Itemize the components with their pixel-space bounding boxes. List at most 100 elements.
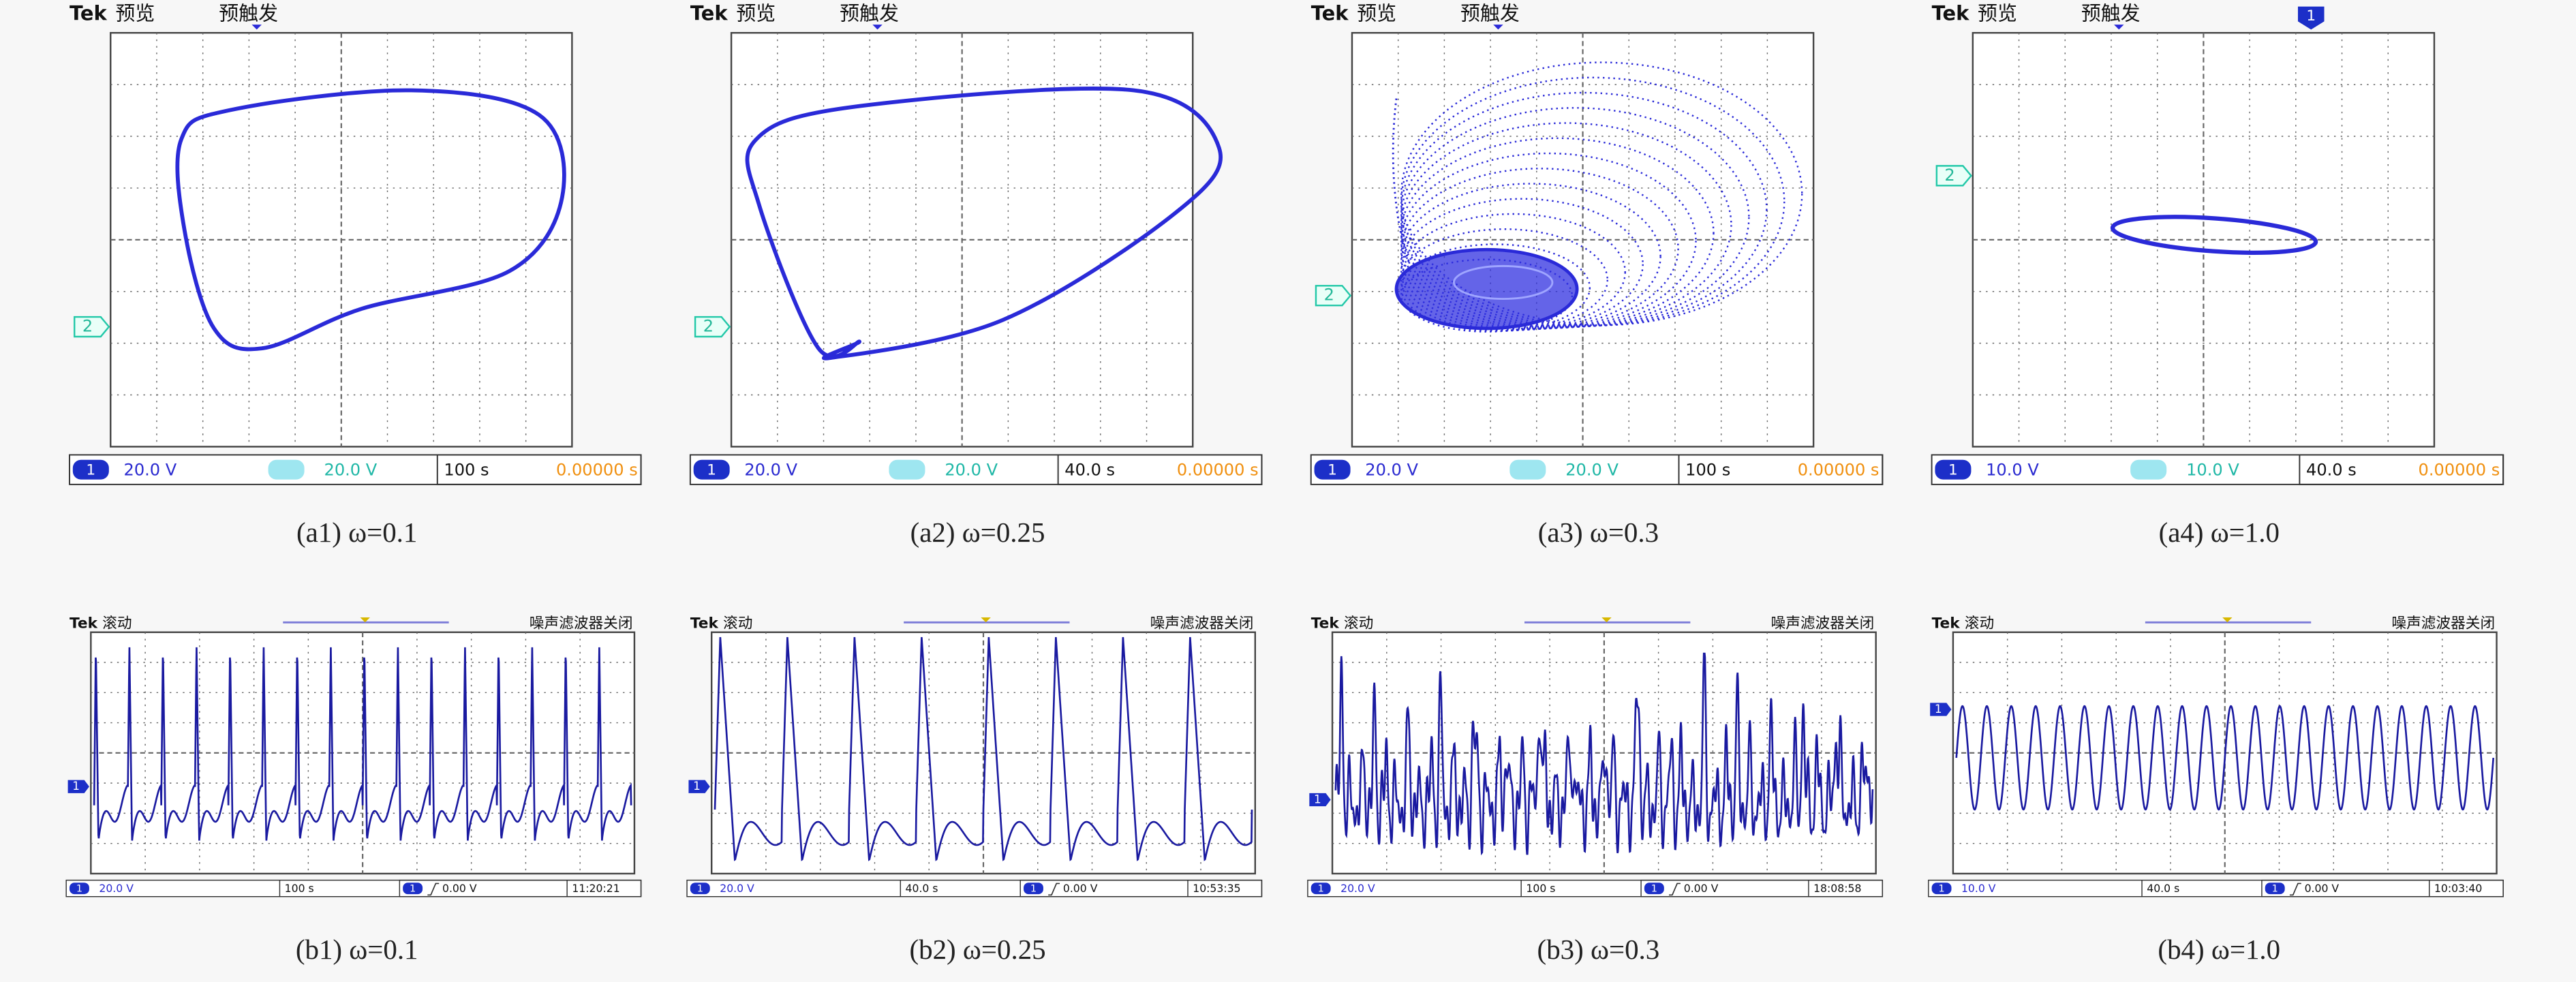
slope-icon bbox=[1669, 883, 1681, 896]
trigger: 预触发 bbox=[219, 2, 278, 25]
ch2-scale: 20.0 V bbox=[1565, 460, 1619, 479]
scope-panel: Tek 预览 预触发 2 1 20.0 V 20.0 V 100 s 0.00000 s (a3)… bbox=[1310, 2, 1884, 548]
channel-marker bbox=[688, 780, 710, 793]
time-trace bbox=[714, 636, 1253, 861]
brand: Tek bbox=[690, 2, 728, 25]
phase-trace bbox=[175, 88, 566, 352]
phase-trace bbox=[1400, 137, 1715, 329]
record-marker bbox=[1601, 617, 1612, 623]
channel-marker bbox=[1935, 165, 1973, 187]
ch2-scale: 10.0 V bbox=[2186, 460, 2239, 479]
ch2-scale: 20.0 V bbox=[945, 460, 998, 479]
timebase: 40.0 s bbox=[2147, 882, 2179, 895]
channel-marker bbox=[1309, 793, 1331, 807]
status-divider bbox=[1057, 454, 1263, 485]
brand: Tek bbox=[690, 615, 719, 632]
timebase: 100 s bbox=[285, 882, 314, 895]
timebase: 100 s bbox=[1526, 882, 1555, 895]
ch1-badge bbox=[70, 883, 89, 895]
ch1-badge-label: 1 bbox=[1938, 883, 1944, 894]
status-divider bbox=[1640, 879, 1884, 897]
time-trace bbox=[1334, 652, 1874, 856]
status-divider bbox=[436, 454, 642, 485]
status-divider bbox=[1678, 454, 1884, 485]
status-bar bbox=[1928, 879, 2504, 897]
filter: 噪声滤波器关闭 bbox=[1150, 615, 1254, 632]
trig-level: 0.00 V bbox=[1063, 882, 1098, 895]
caption: (b1) ω=0.1 bbox=[296, 934, 418, 965]
status-bar bbox=[1931, 454, 2504, 485]
trigger: 预触发 bbox=[840, 2, 899, 25]
ch1-badge-label: 1 bbox=[697, 883, 703, 894]
slope-icon bbox=[1048, 883, 1060, 896]
ch1-badge bbox=[1935, 459, 1972, 480]
timebase: 100 s bbox=[1685, 460, 1730, 479]
clock: 11:20:21 bbox=[572, 882, 619, 895]
ch1-badge-label: 1 bbox=[76, 883, 82, 894]
brand: Tek bbox=[70, 615, 98, 632]
mode: 预览 bbox=[115, 2, 155, 25]
timebase: 40.0 s bbox=[1064, 460, 1115, 479]
time-trace bbox=[93, 647, 632, 841]
mode: 滚动 bbox=[723, 615, 752, 632]
mode: 滚动 bbox=[102, 615, 132, 632]
status-divider bbox=[2261, 879, 2504, 897]
phase-trace bbox=[1400, 152, 1697, 329]
trigger: 预触发 bbox=[1460, 2, 1520, 25]
ch1-scale: 20.0 V bbox=[1340, 882, 1375, 895]
caption: (b2) ω=0.25 bbox=[909, 934, 1045, 965]
trig-level: 0.00 V bbox=[442, 882, 477, 895]
clock: 10:53:35 bbox=[1193, 882, 1240, 895]
ch1-scale: 20.0 V bbox=[124, 460, 177, 479]
ch1-badge-label: 1 bbox=[707, 461, 716, 478]
caption: (a2) ω=0.25 bbox=[910, 517, 1045, 548]
caption: (a1) ω=0.1 bbox=[296, 517, 417, 548]
time-trace bbox=[1955, 705, 2495, 811]
ch1-badge bbox=[1310, 883, 1331, 895]
ch2-badge bbox=[1509, 459, 1546, 480]
record-marker bbox=[360, 617, 370, 623]
scope-panel: Tek 预览 预触发 2 1 20.0 V 20.0 V 40.0 s 0.00000 s (a2… bbox=[689, 2, 1263, 548]
channel-marker-label: 2 bbox=[82, 317, 93, 336]
channel-marker bbox=[1930, 703, 1952, 716]
channel-marker-label: 2 bbox=[1324, 286, 1334, 305]
slope-icon bbox=[427, 883, 440, 896]
scope-panel: Tek 滚动 噪声滤波器关闭 1 1 20.0 V 40.0 s 1 0.00 V 10:53:3… bbox=[686, 615, 1263, 965]
ch1-badge bbox=[1931, 883, 1952, 895]
phase-trace bbox=[1400, 107, 1750, 328]
trigger-time: 0.00000 s bbox=[556, 460, 638, 479]
status-divider bbox=[399, 879, 642, 897]
brand: Tek bbox=[1932, 615, 1961, 632]
mode: 滚动 bbox=[1344, 615, 1373, 632]
status-bar bbox=[1310, 454, 1884, 485]
ch1-badge-label: 1 bbox=[1948, 461, 1958, 478]
phase-trace bbox=[1400, 198, 1644, 331]
status-bar bbox=[686, 879, 1263, 897]
trig-badge bbox=[2265, 883, 2285, 895]
record-marker bbox=[981, 617, 991, 623]
ch1-scale: 20.0 V bbox=[744, 460, 797, 479]
brand: Tek bbox=[1311, 615, 1340, 632]
filter: 噪声滤波器关闭 bbox=[530, 615, 633, 632]
phase-trace bbox=[1400, 61, 1803, 326]
phase-trace bbox=[1400, 122, 1732, 328]
slope-icon bbox=[2289, 883, 2301, 896]
ch1-badge bbox=[72, 459, 109, 480]
ch1-badge bbox=[690, 883, 710, 895]
caption: (b4) ω=1.0 bbox=[2158, 934, 2280, 965]
ch2-scale: 20.0 V bbox=[324, 460, 378, 479]
status-bar bbox=[69, 454, 642, 485]
mode: 滚动 bbox=[1965, 615, 1994, 632]
trigger-pointer bbox=[2114, 25, 2124, 30]
status-bar bbox=[1307, 879, 1884, 897]
channel-marker-label: 1 bbox=[72, 779, 80, 793]
phase-trace bbox=[745, 87, 1223, 360]
trig-level: 0.00 V bbox=[2305, 882, 2340, 895]
trigger-pointer bbox=[1493, 25, 1503, 30]
phase-trace bbox=[1400, 76, 1785, 327]
status-divider bbox=[1019, 879, 1263, 897]
mode: 预览 bbox=[736, 2, 776, 25]
trigger-time: 0.00000 s bbox=[2419, 460, 2500, 479]
mode: 预览 bbox=[1978, 2, 2017, 25]
ch1-scale: 10.0 V bbox=[1961, 882, 1996, 895]
